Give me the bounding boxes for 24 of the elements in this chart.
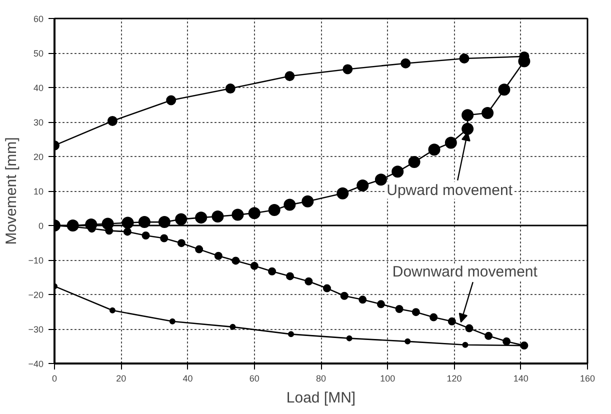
y-tick-label: 20 [33,152,44,162]
y-tick-label: 10 [33,186,44,196]
x-tick-label: 140 [513,374,528,384]
x-tick-label: 60 [249,374,260,384]
x-tick-label: 80 [316,374,326,384]
y-axis-title: Movement [mm] [3,137,20,245]
y-tick-label: −40 [28,359,44,369]
y-tick-label: −10 [28,256,44,266]
x-tick-label: 100 [380,374,396,384]
x-axis-title: Load [MN] [286,390,356,406]
x-tick-label: 0 [52,374,58,384]
annotation: Upward movement [386,182,514,199]
y-tick-label: 30 [33,118,44,128]
x-tick-label: 20 [116,374,126,384]
x-tick-label: 160 [580,374,596,384]
x-tick-label: 40 [182,374,193,384]
x-tick-label: 120 [446,374,462,384]
y-tick-label: −30 [28,324,44,334]
annotation: Downward movement [392,264,538,281]
y-tick-label: 40 [33,83,44,93]
y-tick-label: −20 [28,290,44,300]
y-tick-label: 60 [33,14,44,24]
y-tick-label: 0 [38,221,44,231]
y-tick-label: 50 [33,48,44,58]
